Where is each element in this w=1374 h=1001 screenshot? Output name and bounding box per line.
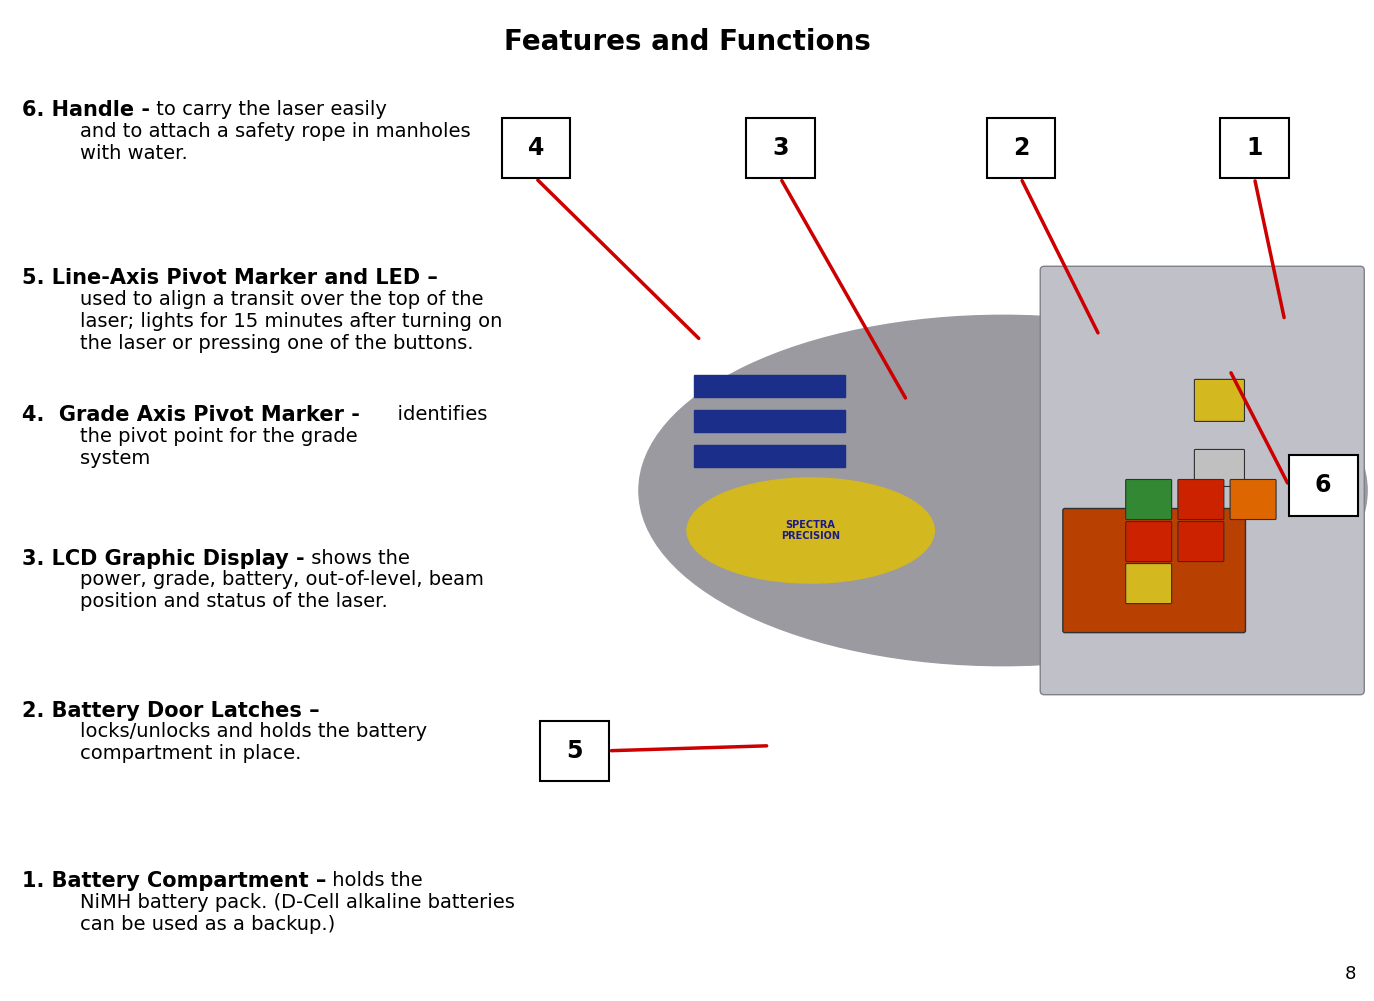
Text: 1: 1 xyxy=(1246,136,1263,160)
Text: 5. Line-Axis Pivot Marker and LED –: 5. Line-Axis Pivot Marker and LED – xyxy=(22,268,438,288)
Text: 6: 6 xyxy=(1315,473,1331,497)
FancyBboxPatch shape xyxy=(1194,449,1245,486)
Text: NiMH battery pack. (D-Cell alkaline batteries
    can be used as a backup.): NiMH battery pack. (D-Cell alkaline batt… xyxy=(55,893,515,934)
Text: SPECTRA
PRECISION: SPECTRA PRECISION xyxy=(782,520,840,542)
Bar xyxy=(694,445,845,467)
FancyBboxPatch shape xyxy=(1125,479,1172,520)
FancyBboxPatch shape xyxy=(1230,479,1276,520)
Bar xyxy=(694,410,845,432)
Bar xyxy=(694,375,845,397)
Text: 3: 3 xyxy=(772,136,789,160)
FancyBboxPatch shape xyxy=(1178,522,1224,562)
Text: power, grade, battery, out-of-level, beam
    position and status of the laser.: power, grade, battery, out-of-level, bea… xyxy=(55,571,484,612)
FancyBboxPatch shape xyxy=(1125,522,1172,562)
Text: and to attach a safety rope in manholes
    with water.: and to attach a safety rope in manholes … xyxy=(55,122,471,163)
FancyBboxPatch shape xyxy=(1178,479,1224,520)
Text: 8: 8 xyxy=(1345,965,1356,983)
Text: holds the: holds the xyxy=(327,871,423,890)
FancyBboxPatch shape xyxy=(1063,509,1245,633)
FancyBboxPatch shape xyxy=(1220,118,1289,178)
FancyBboxPatch shape xyxy=(502,118,570,178)
Text: identifies: identifies xyxy=(360,405,488,424)
Text: 2. Battery Door Latches –: 2. Battery Door Latches – xyxy=(22,701,320,721)
Text: 5: 5 xyxy=(566,739,583,763)
Text: 1. Battery Compartment –: 1. Battery Compartment – xyxy=(22,871,327,891)
FancyBboxPatch shape xyxy=(1289,455,1358,516)
Text: Features and Functions: Features and Functions xyxy=(503,28,871,56)
FancyBboxPatch shape xyxy=(1194,379,1245,421)
Text: to carry the laser easily: to carry the laser easily xyxy=(150,100,387,119)
FancyBboxPatch shape xyxy=(540,721,609,781)
FancyBboxPatch shape xyxy=(987,118,1055,178)
Text: locks/unlocks and holds the battery
    compartment in place.: locks/unlocks and holds the battery comp… xyxy=(55,723,427,764)
Text: 3. LCD Graphic Display -: 3. LCD Graphic Display - xyxy=(22,549,305,569)
Text: 4: 4 xyxy=(528,136,544,160)
FancyBboxPatch shape xyxy=(746,118,815,178)
Text: 4.  Grade Axis Pivot Marker -: 4. Grade Axis Pivot Marker - xyxy=(22,405,360,425)
Text: 2: 2 xyxy=(1013,136,1029,160)
Ellipse shape xyxy=(687,477,934,583)
Text: 6. Handle -: 6. Handle - xyxy=(22,100,150,120)
FancyBboxPatch shape xyxy=(1040,266,1364,695)
Text: the pivot point for the grade
    system: the pivot point for the grade system xyxy=(55,427,357,468)
FancyBboxPatch shape xyxy=(1125,564,1172,604)
Text: shows the: shows the xyxy=(305,549,409,568)
Text: used to align a transit over the top of the
    laser; lights for 15 minutes aft: used to align a transit over the top of … xyxy=(55,290,503,353)
Ellipse shape xyxy=(639,315,1367,666)
